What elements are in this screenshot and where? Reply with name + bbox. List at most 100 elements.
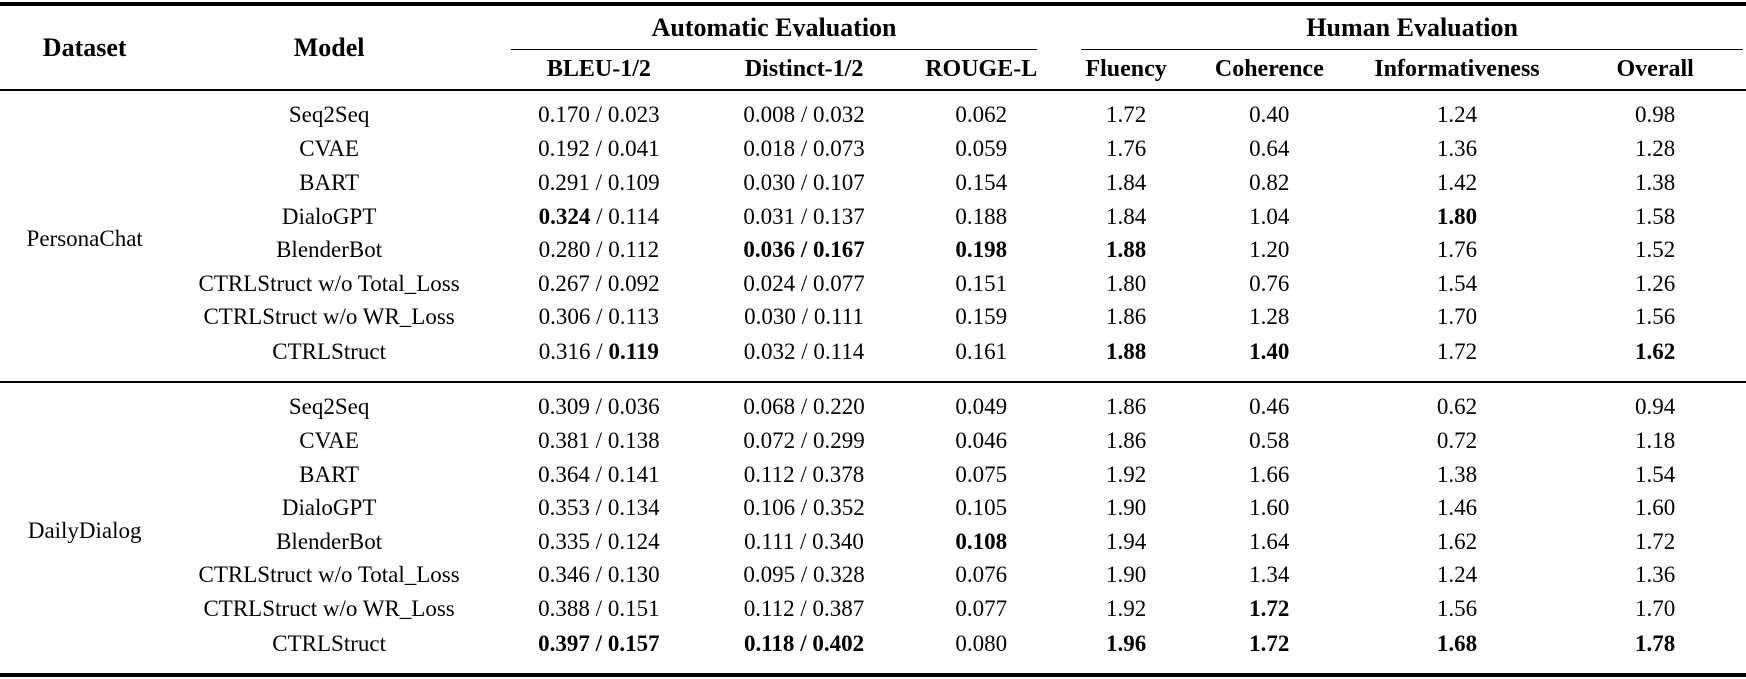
metric-value: 0.346 (538, 562, 590, 588)
bleu-cell: 0.192 / 0.041 (489, 133, 709, 167)
overall-cell: 1.56 (1564, 300, 1746, 334)
model-name: CVAE (299, 136, 359, 162)
bleu-cell: 0.353 / 0.134 (489, 492, 709, 526)
table-row: CVAE 0.381 / 0.138 0.072 / 0.299 0.046 1.86 0… (0, 424, 1746, 458)
metric-value: 1.54 (1635, 461, 1676, 487)
table-row: PersonaChat Seq2Seq 0.170 / 0.023 0.008 / 0… (0, 90, 1746, 251)
model-name: CTRLStruct (272, 631, 386, 657)
metric-value: 0.068 (743, 393, 796, 419)
model-name: BART (299, 461, 360, 487)
metric-value: 0.280 (538, 237, 591, 263)
metric-value: 0.114 (813, 339, 865, 365)
metric-value: 0.324 (538, 203, 591, 229)
metric-value: 0.220 (812, 393, 865, 419)
rouge-cell: 0.108 (899, 525, 1063, 559)
metric-value: 1.90 (1106, 562, 1147, 588)
column-header-bleu: BLEU-1/2 (546, 56, 651, 82)
metric-value: 0.036 (607, 393, 660, 419)
metric-value: 0.032 (812, 101, 865, 127)
distinct-cell: 0.031 / 0.137 (709, 200, 899, 234)
value-separator: / (795, 169, 813, 195)
metric-value: 1.94 (1106, 528, 1147, 554)
informativeness-cell: 1.36 (1350, 133, 1565, 167)
metric-value: 1.60 (1249, 495, 1290, 521)
metric-value: 0.023 (607, 101, 660, 127)
metric-value: 1.24 (1436, 562, 1478, 588)
coherence-cell: 1.72 (1189, 592, 1350, 626)
coherence-cell: 0.40 (1189, 90, 1350, 133)
metric-value: 1.54 (1436, 270, 1478, 296)
metric-value: 0.151 (955, 270, 1008, 296)
metric-value: 0.108 (955, 528, 1008, 554)
metric-value: 1.28 (1249, 304, 1290, 330)
metric-value: 1.88 (1106, 237, 1147, 263)
value-separator: / (795, 203, 813, 229)
coherence-cell: 1.60 (1189, 492, 1350, 526)
value-separator: / (589, 136, 608, 162)
metric-value: 0.40 (1249, 101, 1290, 127)
overall-cell: 1.52 (1564, 233, 1746, 267)
fluency-cell: 1.94 (1063, 525, 1189, 559)
distinct-cell: 0.018 / 0.073 (709, 133, 899, 167)
model-name: DialoGPT (281, 495, 377, 521)
rouge-cell: 0.076 (899, 559, 1063, 593)
metric-value: 1.72 (1249, 596, 1290, 622)
table-row: CTRLStruct 0.397 / 0.157 0.118 / 0.402 0.08… (0, 626, 1746, 675)
metric-value: 0.378 (812, 461, 865, 487)
metric-value: 1.88 (1106, 339, 1147, 365)
metric-value: 1.78 (1635, 631, 1676, 657)
metric-value: 0.018 (743, 136, 796, 162)
value-separator: / (795, 393, 813, 419)
value-separator: / (589, 631, 608, 657)
rouge-cell: 0.151 (899, 267, 1063, 301)
metric-value: 0.328 (812, 562, 865, 588)
column-header-model: Model (293, 32, 365, 62)
group-header-row: Dataset Model Automatic Evaluation Human… (0, 4, 1746, 62)
bleu-cell: 0.335 / 0.124 (489, 525, 709, 559)
bleu-cell: 0.397 / 0.157 (489, 626, 709, 675)
table-row: BART 0.364 / 0.141 0.112 / 0.378 0.075 1.92 1… (0, 458, 1746, 492)
distinct-cell: 0.112 / 0.387 (709, 592, 899, 626)
metric-value: 1.70 (1635, 596, 1676, 622)
fluency-cell: 1.80 (1063, 267, 1189, 301)
metric-value: 0.059 (955, 136, 1008, 162)
group-header-human-evaluation-label: Human Evaluation (1081, 6, 1743, 50)
metric-value: 0.118 (743, 631, 795, 657)
distinct-cell: 0.036 / 0.167 (709, 233, 899, 267)
metric-value: 0.112 (608, 237, 660, 263)
metric-value: 0.036 (743, 237, 796, 263)
value-separator: / (589, 393, 608, 419)
model-name: BlenderBot (276, 528, 383, 554)
overall-cell: 0.94 (1564, 382, 1746, 425)
metric-value: 0.032 (743, 339, 796, 365)
informativeness-cell: 1.54 (1350, 267, 1565, 301)
informativeness-cell: 0.72 (1350, 424, 1565, 458)
metric-value: 1.84 (1106, 169, 1147, 195)
rouge-cell: 0.159 (899, 300, 1063, 334)
metric-value: 1.62 (1436, 528, 1478, 554)
metric-value: 1.86 (1106, 428, 1147, 454)
rouge-cell: 0.161 (899, 334, 1063, 382)
metric-value: 0.092 (607, 270, 660, 296)
metric-value: 0.387 (812, 596, 865, 622)
value-separator: / (794, 596, 813, 622)
informativeness-cell: 1.80 (1350, 200, 1565, 234)
metric-value: 0.030 (744, 304, 796, 330)
metric-value: 1.52 (1635, 237, 1676, 263)
metric-value: 1.38 (1635, 169, 1676, 195)
coherence-cell: 0.64 (1189, 133, 1350, 167)
metric-value: 1.76 (1106, 136, 1147, 162)
value-separator: / (590, 304, 609, 330)
metric-value: 0.353 (538, 495, 590, 521)
coherence-cell: 1.40 (1189, 334, 1350, 382)
metric-value: 0.095 (743, 562, 796, 588)
metric-value: 0.58 (1249, 428, 1290, 454)
metric-value: 1.04 (1249, 203, 1290, 229)
metric-value: 0.141 (607, 461, 660, 487)
overall-cell: 1.26 (1564, 267, 1746, 301)
coherence-cell: 1.72 (1189, 626, 1350, 675)
metric-value: 0.167 (812, 237, 865, 263)
value-separator: / (795, 562, 813, 588)
